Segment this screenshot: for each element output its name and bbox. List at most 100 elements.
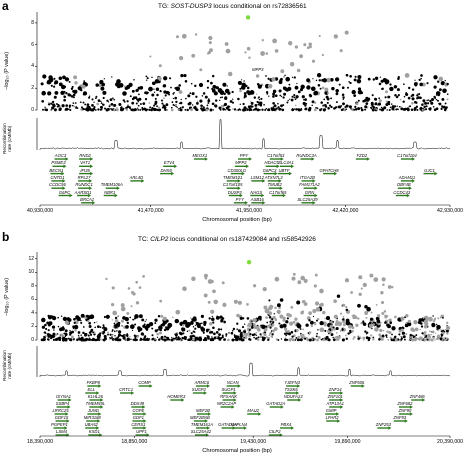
snp-point (446, 93, 449, 96)
snp-point (200, 326, 204, 331)
snp-point (190, 332, 193, 335)
snp-point (241, 326, 245, 329)
snp-point (315, 307, 321, 312)
snp-point (63, 98, 66, 102)
snp-point (141, 108, 144, 111)
snp-point (252, 322, 256, 326)
snp-point (51, 100, 55, 104)
snp-point (208, 317, 211, 320)
snp-point (102, 324, 105, 327)
snp-point (243, 92, 247, 95)
snp-point (287, 99, 289, 102)
snp-point (273, 327, 278, 331)
snp-point (179, 106, 182, 109)
snp-point (225, 335, 228, 337)
snp-point (239, 89, 242, 93)
snp-point (441, 105, 444, 108)
snp-point (243, 94, 247, 98)
snp-point (270, 335, 273, 338)
snp-point (402, 100, 405, 103)
snp-point-high (369, 273, 374, 278)
snp-point (379, 325, 382, 327)
snp-point (61, 327, 65, 331)
snp-point (423, 325, 428, 329)
snp-point (88, 321, 92, 325)
snp-point (52, 325, 55, 328)
snp-point (348, 80, 350, 83)
snp-point (243, 106, 247, 110)
snp-point (397, 94, 400, 97)
snp-point (226, 85, 228, 87)
snp-point (70, 87, 74, 91)
snp-point (81, 338, 84, 341)
snp-point (187, 94, 191, 98)
snp-point (269, 320, 272, 323)
snp-point (343, 108, 346, 112)
snp-point (290, 331, 294, 334)
snp-point (282, 323, 287, 328)
snp-point (164, 326, 167, 328)
snp-point (278, 322, 281, 325)
panel-a-title: TG: SOST-DUSP3 locus conditional on rs72… (158, 3, 307, 10)
snp-point (362, 99, 365, 103)
snp-point (320, 108, 323, 110)
snp-point (100, 102, 103, 104)
snp-point (285, 334, 288, 336)
snp-point-high (130, 305, 133, 308)
snp-point (405, 92, 408, 94)
snp-point (342, 318, 345, 321)
snp-point (175, 105, 177, 108)
gene-label: ISYNA1 (56, 394, 72, 399)
snp-point (304, 107, 308, 111)
snp-point (89, 314, 95, 319)
snp-point (316, 332, 318, 335)
snp-point (356, 78, 362, 84)
snp-point (225, 106, 229, 110)
snp-point (268, 316, 272, 319)
snp-point (60, 84, 66, 90)
snp-point (382, 78, 387, 83)
y-tick-label: 4 (31, 309, 34, 316)
snp-point (306, 85, 311, 90)
snp-point (311, 104, 313, 107)
snp-point (393, 85, 398, 89)
snp-point (387, 102, 391, 106)
snp-point (79, 101, 82, 104)
snp-point (372, 336, 375, 339)
snp-point (319, 87, 322, 90)
gene-label: MEF2B (195, 408, 210, 413)
snp-point (436, 328, 438, 330)
snp-point (327, 338, 331, 342)
snp-point (280, 104, 283, 108)
snp-point (248, 108, 251, 112)
snp-point (154, 338, 157, 341)
snp-point (91, 108, 95, 112)
snp-point (385, 90, 388, 94)
snp-point (113, 98, 116, 101)
snp-point-high (221, 281, 225, 285)
snp-point (212, 321, 215, 324)
snp-point (187, 102, 191, 106)
snp-point (420, 325, 424, 328)
snp-point (315, 335, 318, 338)
gene-label: LPAR2 (325, 415, 339, 420)
snp-point (161, 106, 164, 109)
x-tick-label: 18,850,000 (121, 439, 148, 445)
snp-point (400, 336, 402, 338)
snp-point (120, 108, 124, 112)
gene-label: ARMC6 (194, 380, 210, 385)
snp-point (222, 107, 225, 111)
snp-point (179, 332, 183, 336)
snp-point (315, 79, 318, 82)
snp-point (82, 93, 86, 96)
snp-point (130, 338, 132, 341)
snp-point (120, 319, 124, 323)
snp-point (310, 324, 314, 328)
snp-point (326, 101, 329, 104)
snp-point (289, 321, 294, 326)
snp-point (365, 102, 369, 105)
snp-point (206, 335, 210, 339)
snp-point (107, 333, 109, 336)
snp-point (324, 329, 327, 332)
snp-point (69, 333, 72, 336)
